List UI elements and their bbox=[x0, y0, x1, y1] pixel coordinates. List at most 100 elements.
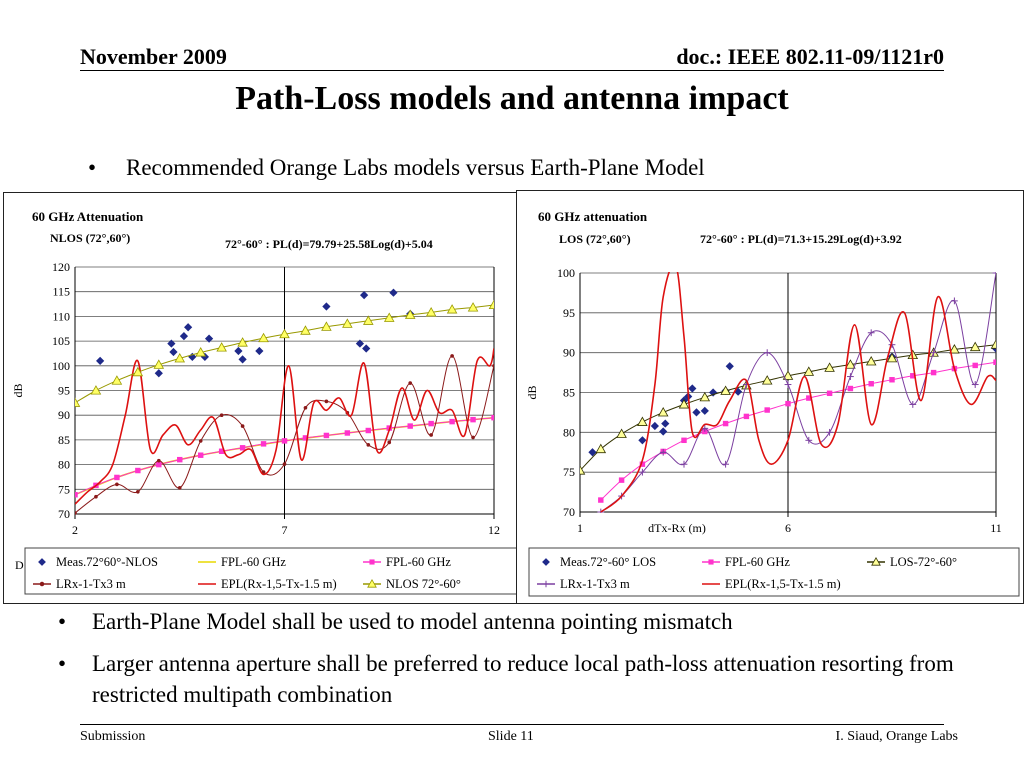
legend-item: FPL-60 GHz bbox=[702, 555, 790, 569]
slide-title: Path-Loss models and antenna impact bbox=[235, 80, 789, 117]
data-point bbox=[94, 494, 98, 499]
data-point bbox=[156, 461, 162, 468]
data-point bbox=[428, 420, 434, 427]
y-tick-label: 95 bbox=[58, 384, 70, 398]
data-point bbox=[650, 421, 659, 431]
data-point bbox=[743, 413, 750, 420]
data-point bbox=[321, 321, 332, 331]
series-nlos-72-60- bbox=[75, 299, 494, 407]
data-point bbox=[657, 406, 669, 417]
data-point bbox=[234, 346, 243, 356]
series-epl-rx-1-5-tx-1-5-m- bbox=[75, 348, 494, 505]
legend-label: Meas.72°60°-NLOS bbox=[56, 555, 158, 569]
data-point bbox=[784, 381, 792, 388]
data-point bbox=[204, 334, 214, 343]
data-point bbox=[75, 511, 77, 515]
data-point bbox=[992, 272, 996, 277]
data-point bbox=[806, 395, 812, 401]
y-tick-label: 100 bbox=[557, 266, 575, 280]
data-point bbox=[363, 315, 374, 325]
header-doc-id: doc.: IEEE 802.11-09/1121r0 bbox=[676, 44, 944, 69]
chart-subtitle: NLOS (72°,60°) bbox=[50, 231, 130, 245]
y-tick-label: 70 bbox=[563, 505, 575, 519]
x-tick-label: 11 bbox=[990, 521, 1002, 535]
data-point bbox=[197, 452, 204, 458]
bullet-text: Earth-Plane Model shall be used to model… bbox=[92, 609, 733, 634]
legend-item: LOS-72°-60° bbox=[867, 555, 957, 569]
series-line bbox=[600, 272, 996, 513]
data-point bbox=[184, 323, 193, 332]
data-point bbox=[237, 337, 248, 347]
data-point bbox=[282, 462, 287, 466]
series-fpl-60-ghz bbox=[598, 359, 996, 503]
data-point bbox=[588, 448, 597, 457]
data-point bbox=[302, 435, 309, 441]
data-point bbox=[659, 448, 667, 456]
data-point bbox=[949, 344, 960, 354]
x-axis-label: dTx-Rx (m) bbox=[648, 521, 706, 535]
data-point bbox=[761, 375, 773, 385]
legend-item: EPL(Rx-1,5-Tx-1.5 m) bbox=[702, 577, 841, 591]
data-point bbox=[179, 332, 189, 341]
data-point bbox=[177, 485, 182, 490]
data-point bbox=[886, 352, 898, 363]
header-date: November 2009 bbox=[80, 44, 227, 69]
legend-item: NLOS 72°-60° bbox=[363, 577, 461, 591]
y-axis-label: dB bbox=[11, 383, 25, 397]
data-point bbox=[709, 388, 718, 397]
legend-marker bbox=[38, 558, 46, 566]
legend-label: LOS-72°-60° bbox=[890, 555, 957, 569]
data-point bbox=[467, 302, 479, 312]
data-point bbox=[824, 362, 835, 372]
chart-title: 60 GHz Attenuation bbox=[32, 209, 144, 224]
chart-nlos: 60 GHz Attenuation NLOS (72°,60°) 72°-60° … bbox=[11, 209, 520, 595]
data-point bbox=[449, 418, 455, 425]
data-point bbox=[404, 309, 416, 319]
legend-item: Meas.72°-60° LOS bbox=[542, 555, 656, 569]
data-point bbox=[805, 436, 813, 444]
data-point bbox=[324, 399, 329, 404]
data-point bbox=[764, 407, 770, 413]
bullet-earth-plane: • Earth-Plane Model shall be used to mod… bbox=[58, 606, 958, 637]
data-point bbox=[868, 381, 874, 387]
legend-item: LRx-1-Tx3 m bbox=[33, 577, 126, 591]
data-point bbox=[153, 359, 165, 369]
data-point bbox=[75, 492, 78, 498]
data-point bbox=[450, 354, 454, 358]
data-point bbox=[847, 373, 854, 380]
data-point bbox=[488, 299, 494, 310]
y-tick-label: 75 bbox=[563, 465, 575, 479]
legend-item: FPL-60 GHz bbox=[198, 555, 286, 569]
data-point bbox=[616, 428, 627, 438]
series-line bbox=[75, 348, 494, 505]
data-point bbox=[218, 448, 225, 454]
data-point bbox=[281, 438, 288, 444]
data-point bbox=[637, 416, 648, 426]
data-point bbox=[389, 288, 398, 297]
x-tick-label: 2 bbox=[72, 523, 78, 537]
series-line bbox=[600, 272, 996, 513]
data-point bbox=[362, 344, 371, 353]
data-point bbox=[216, 342, 227, 352]
data-point bbox=[169, 347, 178, 357]
data-point bbox=[154, 369, 163, 378]
series-epl-rx-1-5-tx-1-5-m- bbox=[600, 272, 996, 513]
y-axis-label: dB bbox=[525, 385, 539, 399]
data-point bbox=[425, 307, 437, 317]
data-point bbox=[255, 346, 264, 356]
y-tick-label: 95 bbox=[563, 306, 575, 320]
data-point bbox=[826, 390, 833, 397]
footer-slide-number: Slide 11 bbox=[488, 729, 534, 744]
data-point bbox=[355, 339, 365, 348]
data-point bbox=[971, 381, 979, 388]
plot-area bbox=[580, 272, 996, 513]
data-point bbox=[174, 352, 186, 363]
data-point bbox=[261, 470, 266, 474]
data-point bbox=[238, 355, 247, 364]
chart-title: 60 GHz attenuation bbox=[538, 209, 648, 224]
legend-marker bbox=[542, 558, 550, 566]
data-point bbox=[407, 423, 413, 429]
data-point bbox=[167, 339, 176, 348]
data-point bbox=[847, 385, 854, 392]
y-tick-label: 100 bbox=[52, 359, 70, 373]
